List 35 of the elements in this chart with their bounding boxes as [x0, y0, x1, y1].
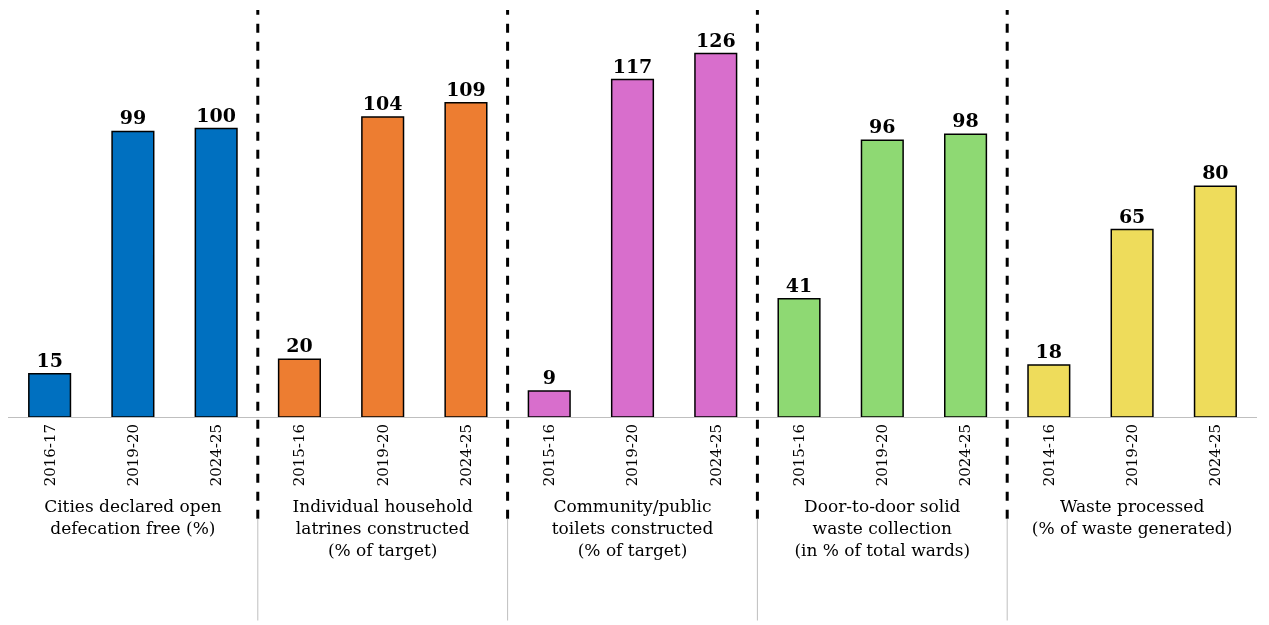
x-tick-label: 2024-25 — [706, 424, 725, 487]
data-label: 80 — [1202, 161, 1229, 184]
x-tick-label: 2024-25 — [956, 424, 975, 487]
data-label: 96 — [869, 115, 896, 138]
x-tick-label: 2024-25 — [207, 424, 226, 487]
x-axis-title: Door-to-door solid waste collection (in % of total wards) — [794, 495, 971, 560]
x-axis-title: Cities declared open defecation free (%) — [44, 495, 222, 538]
x-tick-label: 2015-16 — [290, 424, 309, 487]
data-label: 109 — [446, 77, 486, 100]
x-axis-title: Community/public toilets constructed (% of target) — [551, 495, 714, 560]
x-tick-label: 2019-20 — [123, 424, 142, 487]
data-label: 100 — [196, 103, 236, 126]
data-label: 9 — [542, 366, 556, 389]
x-tick-label: 2024-25 — [1206, 424, 1225, 487]
x-tick-label: 2019-20 — [1122, 424, 1141, 487]
x-tick-label: 2024-25 — [456, 424, 475, 487]
x-tick-label: 2019-20 — [623, 424, 642, 487]
x-tick-label: 2015-16 — [540, 424, 559, 487]
x-tick-label: 2016-17 — [40, 424, 59, 487]
x-axis-title: Individual household latrines constructed (% of target) — [292, 495, 473, 560]
x-tick-label: 2015-16 — [789, 424, 808, 487]
data-label: 99 — [119, 106, 147, 129]
data-label: 126 — [695, 28, 736, 51]
data-label: 41 — [785, 273, 813, 296]
x-tick-label: 2019-20 — [873, 424, 892, 487]
x-tick-label: 2014-16 — [1039, 424, 1058, 487]
data-label: 15 — [36, 348, 63, 371]
data-label: 18 — [1035, 340, 1063, 363]
data-label: 117 — [612, 54, 653, 77]
x-tick-label: 2019-20 — [373, 424, 392, 487]
data-label: 65 — [1118, 204, 1146, 227]
x-axis-title: Waste processed (% of waste generated) — [1031, 495, 1233, 538]
data-label: 20 — [286, 334, 313, 357]
data-label: 104 — [362, 92, 403, 115]
data-label: 98 — [952, 109, 979, 132]
